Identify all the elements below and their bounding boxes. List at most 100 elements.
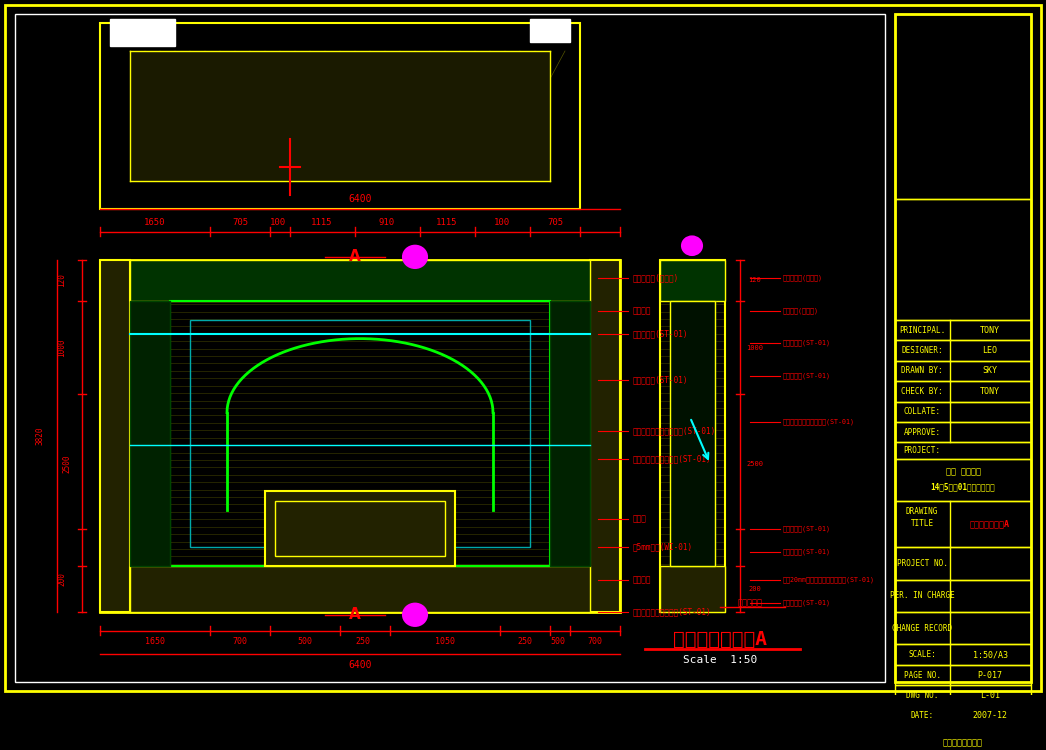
Circle shape xyxy=(682,236,702,255)
Text: SKY: SKY xyxy=(982,367,998,376)
Text: 天花吊顶区(见详图): 天花吊顶区(见详图) xyxy=(783,275,823,281)
Text: 3820: 3820 xyxy=(36,427,45,445)
Text: 一楼客厅立面图A: 一楼客厅立面图A xyxy=(970,520,1010,529)
Text: 2500: 2500 xyxy=(747,460,764,466)
Bar xyxy=(190,320,530,547)
Text: 705: 705 xyxy=(232,218,248,227)
Text: TONY: TONY xyxy=(980,326,1000,334)
Text: 定制壁柱: 定制壁柱 xyxy=(633,575,652,584)
Text: 交装饰花: 交装饰花 xyxy=(633,306,652,315)
Text: 天花吊顶区(见详图): 天花吊顶区(见详图) xyxy=(633,274,679,283)
Bar xyxy=(895,361,1031,381)
Text: 1000: 1000 xyxy=(747,345,764,351)
Text: L-01: L-01 xyxy=(980,691,1000,700)
Text: PER. IN CHARGE: PER. IN CHARGE xyxy=(890,591,954,600)
Text: DATE:: DATE: xyxy=(910,711,934,720)
Text: 一一剖面图: 一一剖面图 xyxy=(737,598,763,608)
Bar xyxy=(895,14,1031,200)
Bar xyxy=(895,686,1031,706)
Text: 大理石线条(ST-01): 大理石线条(ST-01) xyxy=(783,525,831,532)
Text: 1650: 1650 xyxy=(144,218,165,227)
Text: 100: 100 xyxy=(270,218,286,227)
Text: 500: 500 xyxy=(550,638,566,646)
Text: 200: 200 xyxy=(58,572,67,586)
Text: 韦安原木黄大理石勾彩缝(ST-01): 韦安原木黄大理石勾彩缝(ST-01) xyxy=(633,427,717,436)
Text: 之久 蒙兰美居: 之久 蒙兰美居 xyxy=(946,467,980,476)
Bar xyxy=(895,706,1031,726)
Bar xyxy=(110,19,175,46)
Text: 大理石线条(ST-01): 大理石线条(ST-01) xyxy=(783,548,831,555)
Bar xyxy=(130,302,170,566)
Text: PRINCIPAL.: PRINCIPAL. xyxy=(899,326,946,334)
Bar xyxy=(170,302,550,566)
Circle shape xyxy=(403,604,427,626)
Bar xyxy=(670,302,715,566)
Text: 1115: 1115 xyxy=(312,218,333,227)
Text: 大理石线条(ST-01): 大理石线条(ST-01) xyxy=(783,599,831,606)
Bar xyxy=(895,401,1031,422)
Bar xyxy=(130,566,590,612)
Text: PROJECT:: PROJECT: xyxy=(904,446,940,455)
Bar xyxy=(15,14,885,682)
Bar xyxy=(895,442,1031,459)
Bar xyxy=(660,260,725,302)
Text: SCALE:: SCALE: xyxy=(908,650,936,659)
Text: COLLATE:: COLLATE: xyxy=(904,407,940,416)
Text: 250: 250 xyxy=(518,638,532,646)
Text: 6400: 6400 xyxy=(348,194,371,204)
Text: 1050: 1050 xyxy=(435,638,455,646)
Bar xyxy=(895,459,1031,501)
Text: 120: 120 xyxy=(749,277,761,283)
Text: 200: 200 xyxy=(749,586,761,592)
Bar xyxy=(895,547,1031,580)
Text: 700: 700 xyxy=(588,638,602,646)
Text: 250: 250 xyxy=(356,638,370,646)
Bar xyxy=(895,580,1031,612)
Text: P-017: P-017 xyxy=(978,670,1002,680)
Text: A: A xyxy=(689,242,695,250)
Text: A: A xyxy=(412,610,418,620)
Bar xyxy=(265,491,455,566)
Text: 模块地型(见大样): 模块地型(见大样) xyxy=(783,308,819,314)
Bar xyxy=(895,381,1031,401)
Text: 910: 910 xyxy=(379,218,395,227)
Bar xyxy=(100,260,620,612)
Bar xyxy=(660,260,725,612)
Text: 一楼客厅立面图A: 一楼客厅立面图A xyxy=(673,630,767,650)
Text: 1000: 1000 xyxy=(58,338,67,357)
Text: 2500: 2500 xyxy=(63,454,71,473)
Text: A: A xyxy=(412,252,418,262)
Text: 14栋5单元01产座装修服务: 14栋5单元01产座装修服务 xyxy=(931,482,996,491)
Text: 1:50/A3: 1:50/A3 xyxy=(973,650,1007,659)
Text: 2007-12: 2007-12 xyxy=(973,711,1007,720)
Text: 内凹20mm韦安原木黄大理石拉缝(ST-01): 内凹20mm韦安原木黄大理石拉缝(ST-01) xyxy=(783,576,876,583)
Circle shape xyxy=(403,246,427,268)
Text: 大理石线条(ST-01): 大理石线条(ST-01) xyxy=(783,372,831,379)
Text: A: A xyxy=(349,608,361,622)
Bar xyxy=(100,260,130,612)
Text: 齐生设计职业学校: 齐生设计职业学校 xyxy=(943,738,983,747)
Text: TITLE: TITLE xyxy=(910,520,934,529)
Text: LEO: LEO xyxy=(982,346,998,355)
Text: 120: 120 xyxy=(58,273,67,287)
Text: 韦安原木黄大理石勾彩缝(ST-01): 韦安原木黄大理石勾彩缝(ST-01) xyxy=(783,419,855,425)
Text: Scale  1:50: Scale 1:50 xyxy=(683,656,757,665)
Bar xyxy=(670,302,715,566)
Bar xyxy=(130,51,550,181)
Text: 韦安原木黄大理石拉缝(ST-01): 韦安原木黄大理石拉缝(ST-01) xyxy=(633,608,711,616)
Bar xyxy=(660,566,725,612)
Bar xyxy=(895,644,1031,664)
Bar xyxy=(895,501,1031,547)
Bar xyxy=(590,260,620,612)
Text: DRAWN BY:: DRAWN BY: xyxy=(902,367,942,376)
Text: 100: 100 xyxy=(494,218,510,227)
Text: 韦安原木黄大理石拉缝(ST-01): 韦安原木黄大理石拉缝(ST-01) xyxy=(633,454,711,464)
Text: 大理石线条(ST-01): 大理石线条(ST-01) xyxy=(633,329,688,338)
Text: PAGE NO.: PAGE NO. xyxy=(904,670,940,680)
Bar xyxy=(895,320,1031,340)
Text: PROJECT NO.: PROJECT NO. xyxy=(896,559,948,568)
Text: APPROVE:: APPROVE: xyxy=(904,427,940,436)
Bar xyxy=(100,23,579,209)
Bar xyxy=(530,19,570,42)
Bar xyxy=(895,422,1031,442)
